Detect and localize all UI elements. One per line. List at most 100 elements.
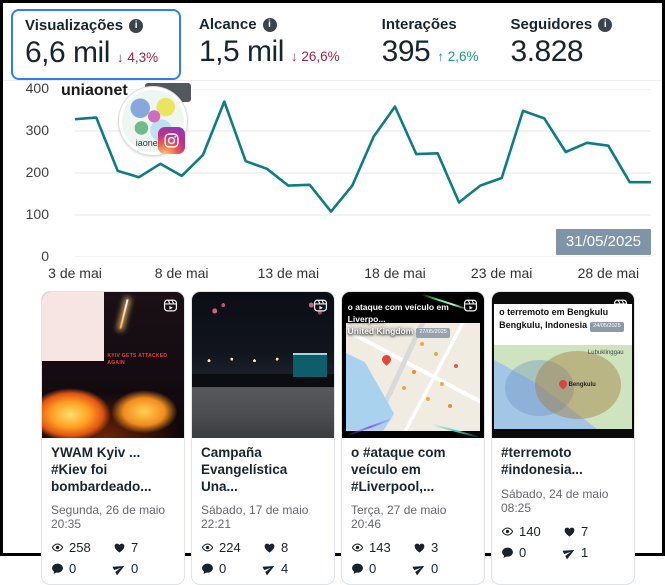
- shares-stat: 1: [562, 545, 625, 560]
- stat-card-alcance[interactable]: Alcance 1,5 mil ↓ 26,6%: [199, 9, 340, 69]
- map-poi-dots: [419, 342, 424, 347]
- share-icon: [562, 549, 575, 560]
- x-tick-label: 3 de mai: [48, 265, 102, 281]
- x-tick-label: 28 de mai: [577, 265, 640, 281]
- likes-stat: 7: [113, 540, 175, 555]
- account-name-label: uniaonet: [61, 82, 128, 99]
- eye-icon: [201, 543, 214, 552]
- likes-stat: 3: [413, 540, 475, 555]
- stat-value: 395: [381, 35, 431, 68]
- comment-icon: [502, 547, 513, 558]
- thumb-block: [42, 292, 105, 361]
- y-tick-label: 200: [25, 164, 49, 180]
- post-thumbnail[interactable]: o ataque com veículo em Liverpo... Unite…: [342, 292, 484, 438]
- views-stat: 258: [51, 540, 113, 555]
- map-city-label: Lubuklinggau: [587, 349, 624, 356]
- comments-stat: 0: [51, 561, 113, 576]
- map-pin-label: Bengkulu: [568, 381, 596, 388]
- post-datetime: Terça, 27 de maio 20:46: [351, 502, 447, 531]
- y-tick-label: 100: [25, 206, 49, 222]
- post-card-campanha[interactable]: Campaña Evangelística Una... Sábado, 17 …: [191, 291, 335, 585]
- post-card-terremoto[interactable]: o terremoto em Bengkulu Bengkulu, Indone…: [491, 291, 635, 585]
- stat-card-interacoes[interactable]: Interações 395 ↑ 2,6%: [382, 9, 479, 69]
- instagram-icon: [158, 127, 185, 154]
- stats-header: Visualizações 6,6 mil ↓ 4,3% Alcance 1,5…: [3, 3, 662, 81]
- views-stat: 140: [501, 524, 563, 539]
- post-stats: 258 7 0 0: [51, 540, 175, 576]
- x-tick-label: 8 de mai: [154, 265, 209, 281]
- arrow-down-icon: ↓: [116, 50, 124, 65]
- thumb-date-chip: 27/05/2025: [416, 328, 450, 338]
- post-card-kyiv[interactable]: KYIV GETS ATTACKED AGAIN YWAM Kyiv ... #…: [41, 291, 185, 585]
- avatar-caption: iaonet: [135, 138, 161, 148]
- share-icon: [412, 565, 425, 575]
- stat-label: Alcance: [199, 16, 257, 33]
- stat-delta: ↓ 4,3%: [116, 50, 159, 65]
- stage: [292, 353, 327, 378]
- stat-value: 3.828: [510, 35, 584, 68]
- info-icon[interactable]: [129, 18, 144, 33]
- y-tick-label: 0: [41, 248, 49, 264]
- quake-radius-tan: [535, 351, 621, 420]
- stat-value: 6,6 mil: [25, 36, 110, 69]
- eye-icon: [351, 543, 364, 552]
- comment-icon: [52, 563, 63, 574]
- shares-stat: 4: [262, 561, 325, 576]
- map-image: [345, 322, 481, 431]
- x-tick-label: 18 de mai: [364, 265, 426, 281]
- stat-label: Seguidores: [510, 16, 593, 33]
- post-datetime: Segunda, 26 de maio 20:35: [51, 502, 166, 531]
- views-stat: 224: [201, 540, 263, 555]
- stat-card-seguidores[interactable]: Seguidores 3.828: [511, 9, 613, 69]
- post-thumbnail[interactable]: [192, 292, 334, 438]
- map-image: Bengkulu Lubuklinggau: [494, 344, 632, 430]
- reels-icon: [313, 298, 328, 318]
- thumb-caption: o terremoto em Bengkulu Bengkulu, Indone…: [494, 303, 632, 345]
- share-icon: [112, 565, 125, 575]
- x-tick-label: 13 de mai: [257, 265, 320, 281]
- stat-value: 1,5 mil: [199, 35, 284, 68]
- post-datetime: Sábado, 17 de maio 22:21: [201, 502, 309, 531]
- eye-icon: [501, 527, 514, 536]
- post-title: #terremoto #indonesia...: [501, 445, 583, 477]
- heart-icon: [264, 543, 275, 553]
- chart-date-badge: 31/05/2025: [555, 229, 651, 255]
- x-tick-label: 23 de mai: [470, 265, 533, 281]
- insights-chart-section: 400 300 200 100 0 3 de mai 8 de mai 13 de mai 1…: [3, 80, 662, 289]
- stat-label: Visualizações: [25, 17, 124, 34]
- heart-icon: [564, 527, 575, 537]
- account-avatar: iaonet: [119, 87, 187, 155]
- info-icon[interactable]: [598, 17, 613, 32]
- stat-label: Interações: [381, 16, 457, 33]
- likes-stat: 8: [263, 540, 325, 555]
- post-body: Campaña Evangelística Una... Sábado, 17 …: [192, 438, 334, 584]
- thumb-date-chip: 24/05/2025: [590, 321, 624, 332]
- post-body: YWAM Kyiv ... #Kiev foi bombardeado... S…: [42, 438, 184, 584]
- posts-row: KYIV GETS ATTACKED AGAIN YWAM Kyiv ... #…: [41, 291, 662, 585]
- shares-stat: 0: [112, 561, 175, 576]
- post-card-liverpool[interactable]: o ataque com veículo em Liverpo... Unite…: [341, 291, 485, 585]
- heart-icon: [114, 543, 125, 553]
- thumb-caption: o ataque com veículo em Liverpo... Unite…: [347, 302, 450, 338]
- post-title: Campaña Evangelística Una...: [201, 445, 288, 494]
- y-tick-label: 300: [25, 122, 49, 138]
- comments-stat: 0: [351, 561, 413, 576]
- stat-delta: ↑ 2,6%: [437, 49, 479, 64]
- post-thumbnail[interactable]: KYIV GETS ATTACKED AGAIN: [42, 292, 184, 438]
- post-thumbnail[interactable]: o terremoto em Bengkulu Bengkulu, Indone…: [492, 292, 634, 438]
- comments-stat: 0: [201, 561, 263, 576]
- post-stats: 224 8 0 4: [201, 540, 325, 576]
- post-stats: 143 3 0 0: [351, 540, 475, 576]
- post-title: YWAM Kyiv ... #Kiev foi bombardeado...: [51, 445, 152, 494]
- info-icon[interactable]: [262, 17, 277, 32]
- eye-icon: [51, 543, 64, 552]
- reels-icon: [613, 298, 628, 318]
- map-pin-icon: [380, 353, 393, 366]
- post-datetime: Sábado, 24 de maio 08:25: [501, 487, 609, 515]
- arrow-down-icon: ↓: [290, 49, 298, 64]
- stat-card-visualizacoes[interactable]: Visualizações 6,6 mil ↓ 4,3%: [11, 9, 181, 80]
- likes-stat: 7: [563, 524, 625, 539]
- missile-streak: [119, 299, 129, 330]
- reels-icon: [163, 298, 178, 318]
- insights-dashboard: { "header": { "stats": [ {"label":"Visua…: [0, 0, 665, 556]
